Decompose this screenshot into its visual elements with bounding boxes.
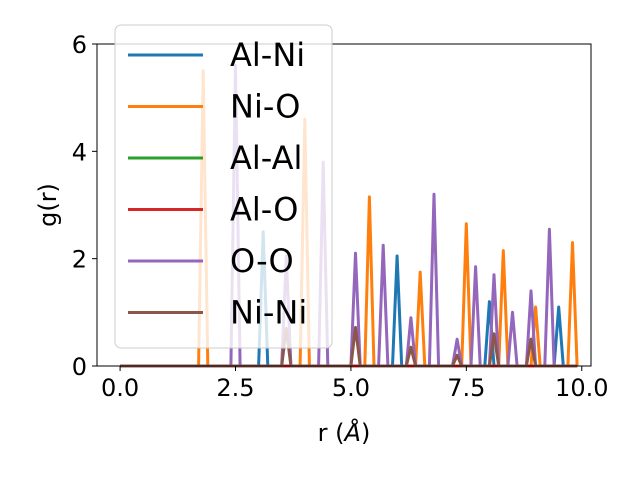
x-tick-label: 7.5 <box>447 374 485 402</box>
x-tick-label: 5.0 <box>332 374 370 402</box>
y-tick-label: 2 <box>72 246 87 274</box>
legend-label-o-o: O-O <box>230 242 294 280</box>
y-axis-label: g(r) <box>34 183 62 227</box>
x-tick-label: 0.0 <box>101 374 139 402</box>
x-axis: 0.0 2.5 5.0 7.5 10.0 <box>101 366 608 402</box>
x-axis-unit: Å <box>343 418 361 447</box>
legend-label-ni-ni: Ni-Ni <box>230 294 307 332</box>
legend-label-al-al: Al-Al <box>230 139 302 177</box>
y-tick-label: 4 <box>72 138 87 166</box>
axes-frame <box>96 43 592 367</box>
y-tick-label: 0 <box>72 353 87 381</box>
y-tick-label: 6 <box>72 31 87 59</box>
x-tick-label: 2.5 <box>216 374 254 402</box>
legend-label-ni-o: Ni-O <box>230 88 300 126</box>
legend-label-al-o: Al-O <box>230 191 298 229</box>
x-tick-label: 10.0 <box>555 374 608 402</box>
legend: Al-Ni Ni-O Al-Al Al-O O-O Ni-Ni <box>114 24 333 349</box>
y-axis: 0 2 4 6 <box>72 31 97 381</box>
legend-label-al-ni: Al-Ni <box>230 36 305 74</box>
x-axis-label: r (Å) <box>318 418 371 447</box>
